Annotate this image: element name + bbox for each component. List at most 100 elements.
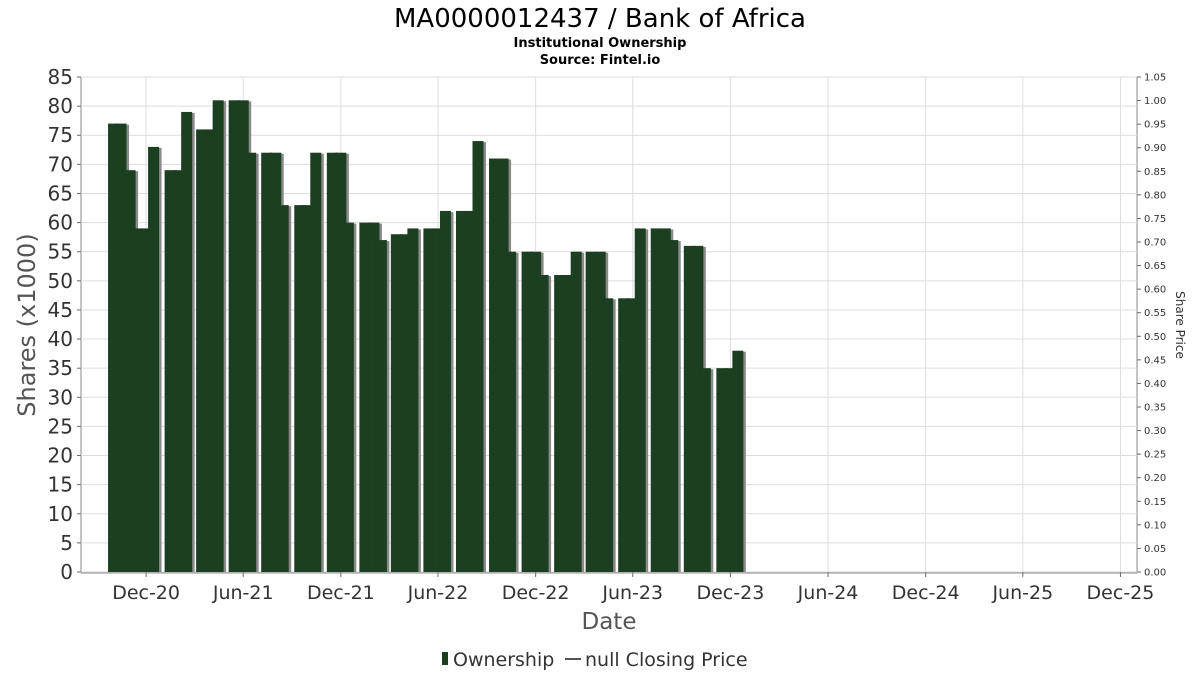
- ownership-bar: [270, 152, 282, 573]
- y2-tick-label: 0.95: [1144, 120, 1166, 131]
- ownership-bar: [228, 100, 240, 572]
- chart-subtitle: Institutional Ownership: [514, 36, 687, 51]
- ownership-bar: [650, 228, 662, 573]
- y2-tick-label: 0.80: [1144, 190, 1166, 201]
- y-tick-label: 65: [48, 181, 73, 205]
- ownership-bar: [505, 251, 517, 573]
- ownership-bar: [489, 158, 501, 572]
- ownership-bar: [181, 111, 193, 573]
- ownership-bar: [140, 228, 152, 573]
- y2-tick-label: 0.90: [1144, 143, 1166, 154]
- y2-tick-label: 0.60: [1144, 285, 1166, 296]
- y2-tick-label: 0.70: [1144, 238, 1166, 249]
- ownership-bar: [618, 298, 630, 572]
- ownership-bar: [537, 275, 549, 572]
- y2-tick-label: 0.65: [1144, 261, 1166, 272]
- ownership-bar: [245, 152, 257, 573]
- y-tick-label: 0: [60, 560, 73, 584]
- ownership-bar: [359, 222, 371, 572]
- y-axis-left: 0 5 10 15 20 25 30 35 40 45 50 55 60 65 70 75 80 85: [48, 65, 81, 584]
- ownership-bar: [554, 275, 566, 572]
- legend: Ownership null Closing Price: [442, 649, 748, 671]
- ownership-bar: [326, 152, 338, 573]
- ownership-bar: [132, 228, 144, 573]
- ownership-bar: [294, 205, 306, 572]
- ownership-bar: [699, 368, 711, 572]
- y-tick-label: 5: [60, 531, 73, 555]
- ownership-bar: [455, 210, 467, 573]
- ownership-bar: [634, 228, 646, 573]
- y-axis-title: Shares (x1000): [13, 233, 41, 416]
- y-tick-label: 60: [48, 211, 73, 235]
- ownership-bar: [196, 129, 208, 573]
- y2-tick-label: 0.10: [1144, 520, 1166, 531]
- y2-tick-label: 0.05: [1144, 544, 1166, 555]
- ownership-bar: [602, 298, 614, 572]
- y2-axis-title: Share Price: [1173, 291, 1187, 359]
- y2-tick-label: 0.45: [1144, 355, 1166, 366]
- y2-tick-label: 0.30: [1144, 426, 1166, 437]
- ownership-bar: [302, 205, 314, 572]
- y-tick-label: 50: [48, 269, 73, 293]
- ownership-bar: [521, 251, 533, 573]
- y-tick-label: 40: [48, 327, 73, 351]
- y-tick-label: 15: [48, 473, 73, 497]
- x-axis: Dec-20 Jun-21 Dec-21 Jun-22 Dec-22 Jun-23 Dec-…: [81, 572, 1154, 604]
- ownership-bar: [439, 210, 451, 573]
- y-tick-label: 55: [48, 240, 73, 264]
- y-tick-label: 30: [48, 385, 73, 409]
- ownership-bar: [164, 170, 176, 573]
- ownership-bar: [173, 170, 185, 573]
- ownership-bar: [261, 152, 273, 573]
- ownership-bar: [277, 205, 289, 572]
- ownership-bar: [108, 123, 120, 573]
- x-tick-label: Jun-21: [212, 582, 274, 604]
- legend-ownership-label: Ownership: [453, 649, 554, 671]
- ownership-bar: [692, 245, 704, 572]
- ownership-bar: [310, 152, 322, 573]
- ownership-bar: [659, 228, 671, 573]
- ownership-bar: [570, 251, 582, 573]
- ownership-bar: [335, 152, 347, 573]
- legend-ownership-swatch: [442, 652, 448, 665]
- x-tick-label: Jun-24: [797, 582, 859, 604]
- ownership-bar: [148, 146, 160, 572]
- bars: [108, 100, 746, 573]
- ownership-bar: [115, 123, 127, 573]
- ownership-bar: [342, 222, 354, 572]
- y2-tick-label: 0.15: [1144, 497, 1166, 508]
- x-tick-label: Jun-22: [407, 582, 469, 604]
- ownership-bar: [585, 251, 597, 573]
- y-tick-label: 80: [48, 94, 73, 118]
- x-tick-label: Dec-21: [307, 582, 375, 604]
- y-tick-label: 25: [48, 414, 73, 438]
- ownership-bar: [683, 245, 695, 572]
- y2-tick-label: 0.40: [1144, 379, 1166, 390]
- ownership-bar: [423, 228, 435, 573]
- ownership-bar: [237, 100, 249, 572]
- x-tick-label: Dec-20: [112, 582, 180, 604]
- y2-tick-label: 1.05: [1144, 73, 1166, 84]
- ownership-bar: [594, 251, 606, 573]
- y2-tick-label: 0.35: [1144, 403, 1166, 414]
- ownership-bar: [563, 275, 575, 572]
- ownership-bar: [732, 350, 744, 572]
- ownership-bar: [205, 129, 217, 573]
- ownership-bar: [530, 251, 542, 573]
- ownership-bar: [472, 141, 484, 572]
- x-tick-label: Dec-22: [502, 582, 570, 604]
- ownership-bar: [497, 158, 509, 572]
- y2-tick-label: 0.20: [1144, 473, 1166, 484]
- y-tick-label: 75: [48, 123, 73, 147]
- y2-tick-label: 0.55: [1144, 308, 1166, 319]
- legend-price-label: null Closing Price: [585, 649, 748, 671]
- x-tick-label: Dec-23: [696, 582, 764, 604]
- ownership-bar: [212, 100, 224, 572]
- chart-source: Source: Fintel.io: [540, 53, 661, 68]
- ownership-bar: [368, 222, 380, 572]
- y2-tick-label: 0.25: [1144, 450, 1166, 461]
- ownership-bar: [407, 228, 419, 573]
- ownership-bar: [399, 234, 411, 572]
- x-tick-label: Dec-24: [892, 582, 960, 604]
